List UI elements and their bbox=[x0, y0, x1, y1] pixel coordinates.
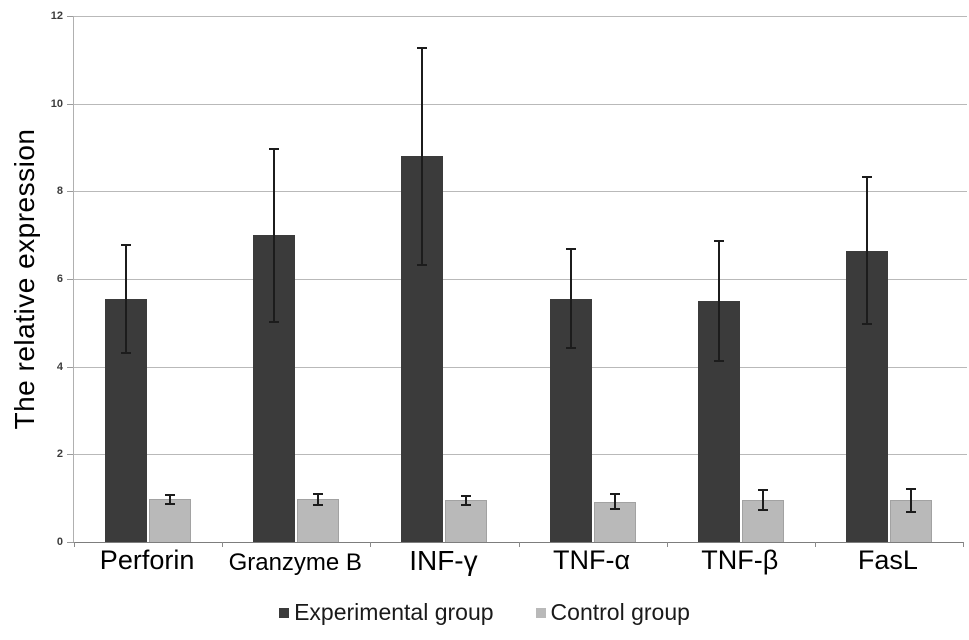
legend-item-control: Control group bbox=[535, 599, 690, 626]
error-bar-cap-bottom bbox=[713, 360, 724, 363]
error-bar-line bbox=[169, 494, 172, 505]
x-axis-boundary-tick bbox=[814, 542, 816, 547]
y-tick-mark bbox=[67, 16, 73, 17]
error-bar bbox=[269, 147, 280, 323]
x-axis-boundary-tick bbox=[222, 542, 224, 547]
y-tick-label: 0 bbox=[56, 536, 63, 548]
error-bar-cap-bottom bbox=[461, 503, 472, 506]
error-bar-cap-bottom bbox=[121, 351, 132, 354]
error-bar-line bbox=[717, 239, 720, 363]
error-bar-cap-bottom bbox=[609, 508, 620, 511]
error-bar-line bbox=[865, 175, 868, 326]
gridline bbox=[74, 279, 967, 280]
error-bar-cap-bottom bbox=[861, 323, 872, 326]
plot-area bbox=[73, 16, 967, 547]
x-axis-boundary-tick bbox=[74, 542, 75, 547]
error-bar bbox=[757, 489, 768, 512]
legend-swatch-control-icon bbox=[535, 607, 546, 618]
error-bar bbox=[165, 494, 176, 505]
x-axis-label: INF-γ bbox=[409, 545, 478, 576]
gridline bbox=[74, 366, 967, 368]
y-tick-mark bbox=[67, 366, 73, 368]
error-bar-line bbox=[421, 46, 424, 266]
x-axis-label: TNF-β bbox=[701, 545, 779, 575]
error-bar-line bbox=[317, 492, 320, 507]
y-tick-mark bbox=[67, 103, 73, 105]
error-bar bbox=[905, 488, 916, 513]
error-bar bbox=[609, 492, 620, 511]
y-tick-label: 10 bbox=[50, 97, 63, 110]
x-axis-boundary-tick bbox=[370, 542, 372, 547]
legend-item-experimental: Experimental group bbox=[279, 599, 494, 626]
error-bar-cap-bottom bbox=[269, 320, 280, 323]
error-bar bbox=[565, 248, 576, 350]
error-bar bbox=[713, 239, 724, 363]
error-bar-line bbox=[761, 489, 764, 512]
y-tick-mark bbox=[67, 542, 73, 543]
y-tick-mark bbox=[67, 454, 73, 456]
x-axis-label: TNF-α bbox=[553, 545, 631, 575]
bar-control bbox=[149, 499, 192, 542]
x-axis-boundary-tick bbox=[963, 542, 964, 547]
x-axis-labels: Perforin Granzyme B INF-γ TNF-α TNF-β FasL bbox=[73, 545, 962, 587]
legend: Experimental group Control group bbox=[0, 599, 969, 626]
gridline bbox=[74, 454, 967, 456]
error-bar-cap-bottom bbox=[757, 509, 768, 512]
error-bar-line bbox=[125, 243, 128, 354]
error-bar-cap-bottom bbox=[565, 347, 576, 350]
error-bar bbox=[121, 243, 132, 354]
legend-swatch-experimental-icon bbox=[279, 607, 290, 618]
x-axis-boundary-tick bbox=[666, 542, 668, 547]
gridline bbox=[74, 191, 967, 193]
error-bar bbox=[313, 492, 324, 507]
x-axis-label: FasL bbox=[857, 545, 918, 575]
gridline bbox=[74, 103, 967, 105]
y-tick-mark bbox=[67, 279, 73, 280]
y-tick-label: 12 bbox=[50, 10, 63, 22]
x-axis-label: Perforin bbox=[99, 545, 195, 575]
x-axis-boundary-tick bbox=[518, 542, 520, 547]
error-bar-line bbox=[569, 248, 572, 350]
error-bar-line bbox=[465, 495, 468, 506]
gridline bbox=[74, 16, 967, 17]
error-bar-cap-bottom bbox=[165, 502, 176, 505]
error-bar bbox=[417, 46, 428, 266]
error-bar-line bbox=[273, 147, 276, 323]
legend-label-experimental: Experimental group bbox=[294, 599, 494, 625]
y-tick-mark bbox=[67, 191, 73, 193]
error-bar-cap-bottom bbox=[905, 510, 916, 513]
x-axis-label: Granzyme B bbox=[228, 549, 362, 576]
error-bar-cap-bottom bbox=[417, 263, 428, 266]
bar-control bbox=[445, 500, 488, 542]
legend-label-control: Control group bbox=[550, 599, 690, 625]
error-bar-line bbox=[909, 488, 912, 513]
error-bar-cap-bottom bbox=[313, 504, 324, 507]
y-tick-label: 8 bbox=[56, 185, 63, 198]
y-axis-tick-labels: 0 2 4 6 8 10 12 bbox=[28, 10, 73, 548]
y-tick-label: 6 bbox=[56, 273, 63, 285]
error-bar bbox=[861, 175, 872, 326]
error-bar bbox=[461, 495, 472, 506]
y-tick-label: 2 bbox=[56, 448, 63, 461]
error-bar-line bbox=[613, 492, 616, 511]
y-tick-label: 4 bbox=[56, 360, 63, 373]
